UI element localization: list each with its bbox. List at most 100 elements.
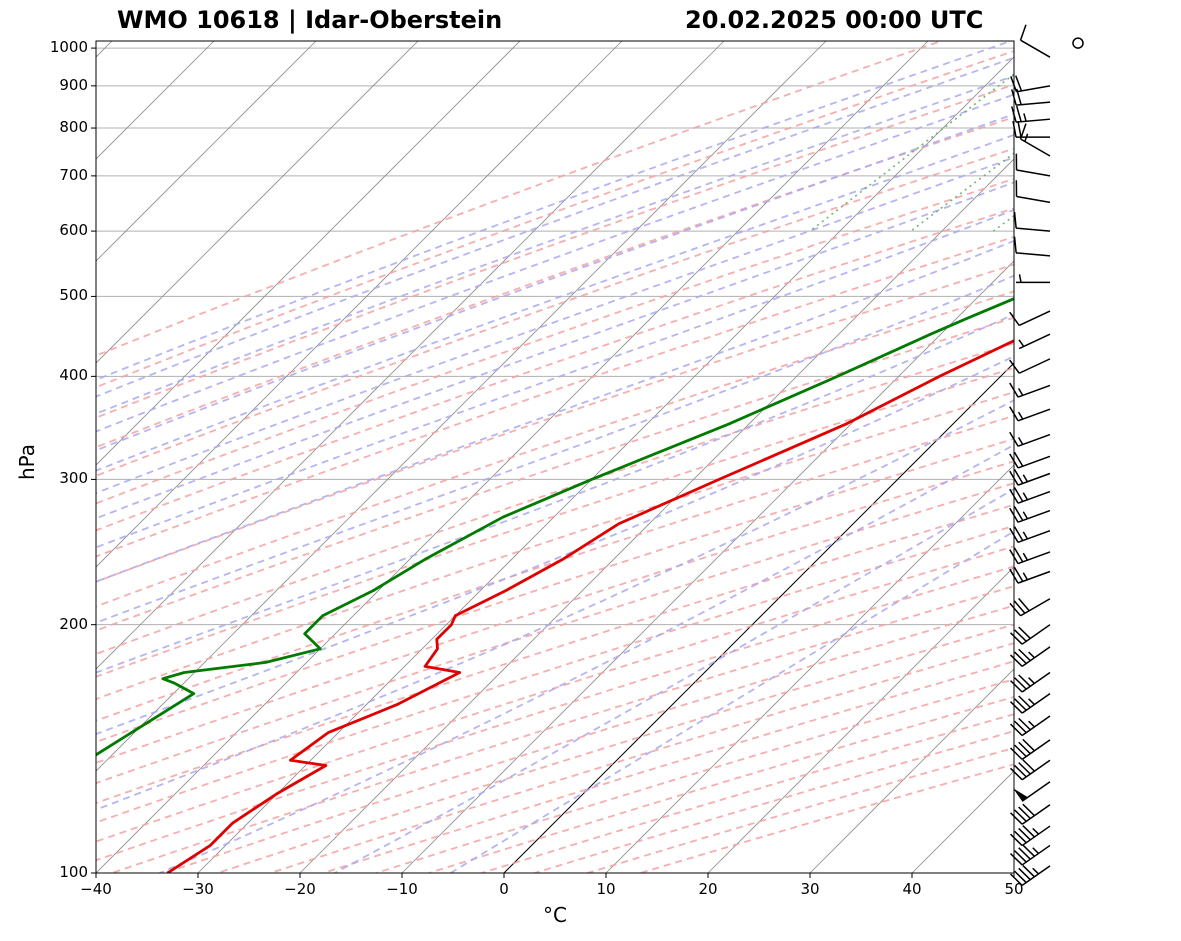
barb-full <box>1009 602 1022 617</box>
barb-full <box>1014 720 1027 734</box>
barb-full <box>1013 469 1024 484</box>
moist-adiabat-line <box>96 133 1014 472</box>
barb-staff <box>1016 195 1051 204</box>
wind-barb <box>1010 75 1051 93</box>
barb-full <box>1018 717 1031 731</box>
isotherm-line <box>0 41 10 873</box>
x-ticks <box>95 873 1015 878</box>
barb-staff <box>1017 455 1051 469</box>
wind-barb <box>1013 211 1051 232</box>
dry-adiabat-line <box>323 660 1014 873</box>
mixing-ratio-line <box>992 214 1014 232</box>
barb-full <box>1009 701 1023 714</box>
barb-full <box>1018 626 1031 639</box>
barb-full <box>1018 867 1031 881</box>
dry-adiabat-line <box>96 460 1014 764</box>
isotherm-line <box>197 56 1014 873</box>
wind-barb <box>1009 692 1051 714</box>
wind-barb <box>1009 547 1051 565</box>
y-tick-label: 400 <box>59 366 88 385</box>
moist-adiabat-line <box>96 399 1014 811</box>
barb-full <box>1013 506 1024 521</box>
y-tick-label: 300 <box>59 469 88 488</box>
barb-full <box>1017 120 1022 138</box>
barb-full <box>1009 723 1023 737</box>
barb-half <box>1028 720 1035 728</box>
barb-full <box>1013 487 1024 502</box>
isotherm-line <box>96 41 521 466</box>
pressure-gridlines <box>96 47 1014 873</box>
dry-adiabat-line <box>428 695 1014 873</box>
wind-barb <box>1009 803 1051 825</box>
station-title: WMO 10618 | Idar-Oberstein <box>117 6 503 34</box>
wind-barb <box>1009 310 1051 327</box>
dry-adiabat-line <box>96 414 1014 722</box>
barb-full <box>1018 674 1031 687</box>
barb-full <box>1019 123 1027 140</box>
barb-half <box>1018 339 1025 347</box>
barb-full <box>1014 809 1027 822</box>
barb-staff <box>1021 692 1051 714</box>
wind-barb <box>1011 105 1051 123</box>
barb-full <box>1009 767 1023 781</box>
x-tick-label: 30 <box>800 880 820 898</box>
mixing-ratio-line <box>1045 31 1181 232</box>
wind-barb <box>1009 844 1051 866</box>
barb-staff <box>1021 739 1051 761</box>
barb-staff <box>1017 472 1051 486</box>
barb-staff <box>1016 169 1051 177</box>
barb-staff <box>1020 138 1051 157</box>
barb-staff <box>1021 671 1051 693</box>
moist-adiabat-line <box>96 240 1014 583</box>
barb-staff <box>1021 865 1051 887</box>
barb-half <box>1032 847 1040 854</box>
moist-adiabat-line <box>96 313 1014 674</box>
barb-half <box>1023 113 1027 122</box>
wind-barb <box>1019 24 1051 58</box>
barb-full <box>1018 597 1030 612</box>
dry-adiabat-line <box>96 545 1014 843</box>
barb-staff <box>1017 551 1051 565</box>
moist-adiabat-line <box>96 41 1014 381</box>
dry-adiabat-line <box>96 391 1014 700</box>
barb-full <box>1010 76 1018 93</box>
dry-adiabat-line <box>96 177 1014 505</box>
barb-staff <box>1021 646 1051 667</box>
x-tick-label: 50 <box>1004 880 1024 898</box>
y-tick-label: 1000 <box>49 38 88 57</box>
barb-full <box>1014 677 1027 690</box>
moist-adiabat-line <box>334 487 1014 873</box>
dry-adiabat-line <box>96 524 1014 824</box>
barb-full <box>1009 654 1023 667</box>
x-axis-label: °C <box>543 903 567 927</box>
dry-adiabats <box>96 41 1014 873</box>
barb-full <box>1009 812 1023 825</box>
wind-barb <box>1009 671 1051 693</box>
isotherms <box>0 41 1014 873</box>
barb-full <box>1011 89 1017 106</box>
barb-half <box>1028 698 1035 706</box>
barb-half <box>1022 572 1029 581</box>
moist-adiabat-line <box>96 113 1014 452</box>
wind-barb <box>1012 781 1051 802</box>
isotherm-line <box>809 668 1014 873</box>
plot-frame <box>95 40 1015 874</box>
barb-staff <box>1020 598 1051 617</box>
mixing-ratio-line <box>1177 31 1181 232</box>
x-tick-label: −30 <box>182 880 214 898</box>
isotherm-line <box>96 41 623 568</box>
barb-full <box>1022 759 1035 772</box>
moist-adiabat-line <box>96 93 1014 433</box>
barb-half <box>1028 677 1035 684</box>
wind-barb <box>1015 153 1051 177</box>
barb-full <box>1009 873 1023 886</box>
moist-adiabat-line <box>159 443 1014 873</box>
dry-adiabat-line <box>375 678 1014 873</box>
barb-half <box>1032 827 1040 835</box>
sounding-profiles <box>96 297 1014 873</box>
dry-adiabat-line <box>96 437 1014 744</box>
barb-full <box>1013 567 1024 582</box>
barb-staff <box>1017 433 1051 447</box>
barb-full <box>1009 632 1023 645</box>
